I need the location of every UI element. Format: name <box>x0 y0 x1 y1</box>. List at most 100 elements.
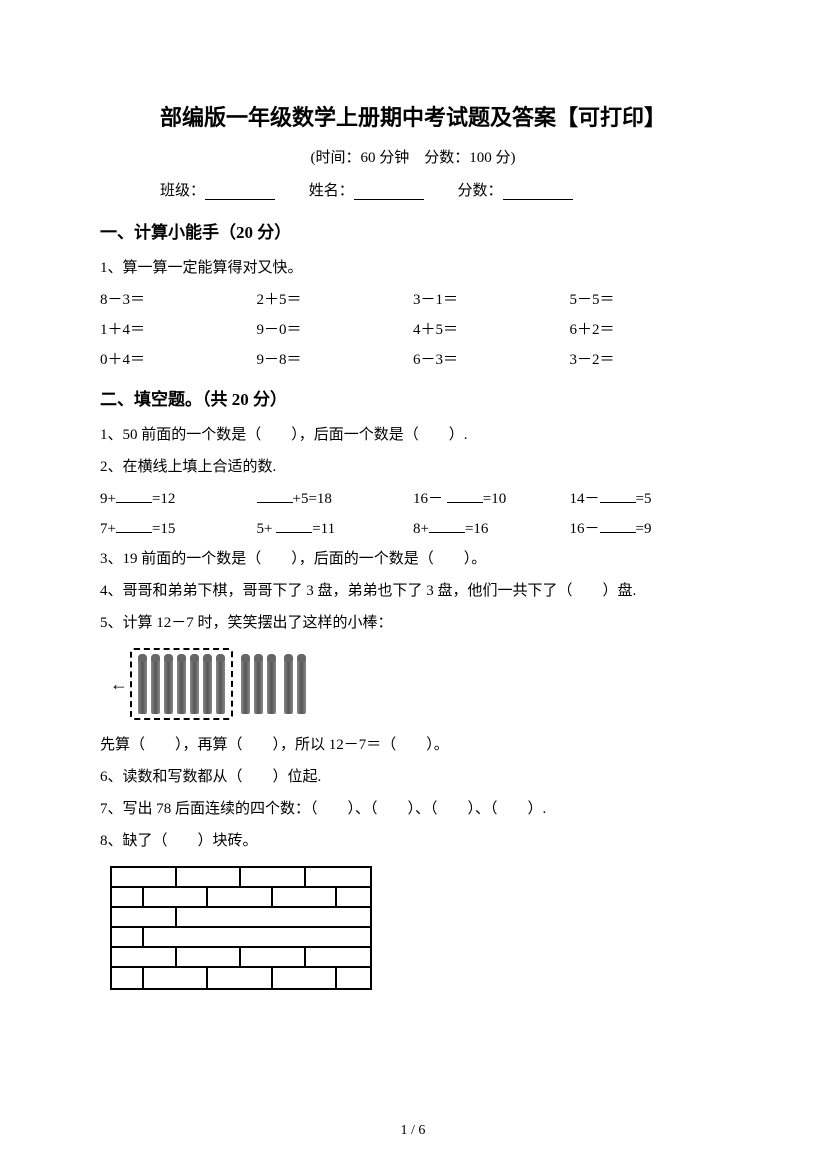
fill-post: =10 <box>483 491 506 507</box>
fill-grid: 9+=12+5=1816－ =1014－=57+=155+ =118+=1616… <box>100 484 726 544</box>
fill-pre: 14－ <box>570 491 600 507</box>
fill-pre: 16－ <box>413 491 447 507</box>
fill-cell: 16－ =10 <box>413 484 570 514</box>
calc-cell: 5－5＝ <box>570 285 727 315</box>
page-number: 1 / 6 <box>0 1123 826 1139</box>
brick <box>337 968 370 988</box>
brick <box>177 948 242 966</box>
calc-grid: 8－3＝2＋5＝3－1＝5－5＝1＋4＝9－0＝4＋5＝6＋2＝0＋4＝9－8＝… <box>100 285 726 375</box>
brick <box>241 868 306 886</box>
brick <box>273 888 338 906</box>
brick-row <box>112 868 370 888</box>
stick-icon <box>267 654 276 714</box>
fill-post: =9 <box>636 521 652 537</box>
fill-post: =12 <box>152 491 175 507</box>
brick <box>208 888 273 906</box>
fill-post: =11 <box>312 521 335 537</box>
calc-cell: 3－1＝ <box>413 285 570 315</box>
brick <box>144 928 209 946</box>
stick-icon <box>151 654 160 714</box>
stick-icon <box>254 654 263 714</box>
fill-pre: 16－ <box>570 521 600 537</box>
fill-pre: 9+ <box>100 491 116 507</box>
stick-icon <box>138 654 147 714</box>
fill-blank[interactable] <box>116 491 152 503</box>
stick-icon <box>284 654 293 714</box>
brick <box>337 888 370 906</box>
fill-pre: 5+ <box>257 521 277 537</box>
stick-icon <box>216 654 225 714</box>
section2-q2-intro: 2、在横线上填上合适的数. <box>100 452 726 482</box>
class-blank[interactable] <box>205 186 275 200</box>
section2-q3: 3、19 前面的一个数是（ ），后面的一个数是（ ）。 <box>100 544 726 574</box>
info-row: 班级： 姓名： 分数： <box>100 179 726 200</box>
stick-icon <box>203 654 212 714</box>
brick-wall-figure <box>110 866 372 990</box>
calc-cell: 6＋2＝ <box>570 315 727 345</box>
score-blank[interactable] <box>503 186 573 200</box>
stick-icon <box>164 654 173 714</box>
brick-row <box>112 948 370 968</box>
fill-post: =5 <box>636 491 652 507</box>
exam-subtitle: (时间：60 分钟 分数：100 分) <box>100 146 726 167</box>
fill-cell: 16－ =9 <box>570 514 727 544</box>
brick <box>112 868 177 886</box>
brick <box>241 948 306 966</box>
fill-blank[interactable] <box>257 491 293 503</box>
class-label: 班级： <box>160 179 205 200</box>
section2-q6: 6、读数和写数都从（ ）位起. <box>100 762 726 792</box>
dashed-stick-group <box>130 648 233 720</box>
brick-row <box>112 908 370 928</box>
brick <box>112 968 144 988</box>
calc-row: 1＋4＝9－0＝4＋5＝6＋2＝ <box>100 315 726 345</box>
section2-q1: 1、50 前面的一个数是（ ），后面一个数是（ ）. <box>100 420 726 450</box>
brick <box>112 928 144 946</box>
fill-post: =16 <box>465 521 488 537</box>
brick <box>144 888 209 906</box>
fill-blank[interactable] <box>447 491 483 503</box>
arrow-left-icon: ← <box>110 674 128 695</box>
fill-blank[interactable] <box>116 521 152 533</box>
section1-q1-intro: 1、算一算一定能算得对又快。 <box>100 253 726 283</box>
brick <box>112 948 177 966</box>
fill-blank[interactable] <box>600 521 636 533</box>
brick <box>273 928 338 946</box>
fill-blank[interactable] <box>600 491 636 503</box>
stick-icon <box>177 654 186 714</box>
brick <box>306 868 370 886</box>
stick-icon <box>190 654 199 714</box>
fill-blank[interactable] <box>429 521 465 533</box>
fill-cell: 5+ =11 <box>257 514 414 544</box>
fill-cell: 8+ =16 <box>413 514 570 544</box>
calc-cell: 8－3＝ <box>100 285 257 315</box>
fill-pre: 8+ <box>413 521 429 537</box>
fill-blank[interactable] <box>276 521 312 533</box>
section2-q7: 7、写出 78 后面连续的四个数：（ ）、（ ）、（ ）、（ ）. <box>100 794 726 824</box>
fill-row: 7+=155+ =118+=1616－=9 <box>100 514 726 544</box>
calc-cell: 4＋5＝ <box>413 315 570 345</box>
brick <box>241 908 306 926</box>
section2-q5-intro: 5、计算 12－7 时，笑笑摆出了这样的小棒： <box>100 608 726 638</box>
section2-q4: 4、哥哥和弟弟下棋，哥哥下了 3 盘，弟弟也下了 3 盘，他们一共下了（ ）盘. <box>100 576 726 606</box>
brick <box>177 868 242 886</box>
stick-icon <box>297 654 306 714</box>
section1-header: 一、计算小能手（20 分） <box>100 218 726 243</box>
fill-cell: +5=18 <box>257 484 414 514</box>
brick <box>273 968 338 988</box>
stick-group-2 <box>241 654 276 714</box>
section2-q8: 8、缺了（ ）块砖。 <box>100 826 726 856</box>
calc-cell: 6－3＝ <box>413 345 570 375</box>
brick <box>306 908 371 926</box>
section2-header: 二、填空题。（共 20 分） <box>100 385 726 410</box>
brick-row <box>112 928 370 948</box>
brick <box>177 908 242 926</box>
brick <box>208 928 273 946</box>
calc-cell: 9－0＝ <box>257 315 414 345</box>
brick <box>306 948 370 966</box>
brick <box>144 968 209 988</box>
fill-cell: 7+=15 <box>100 514 257 544</box>
section2-q5-text: 先算（ ），再算（ ），所以 12－7＝（ ）。 <box>100 730 726 760</box>
brick <box>112 908 177 926</box>
name-blank[interactable] <box>354 186 424 200</box>
fill-post: +5=18 <box>293 491 332 507</box>
